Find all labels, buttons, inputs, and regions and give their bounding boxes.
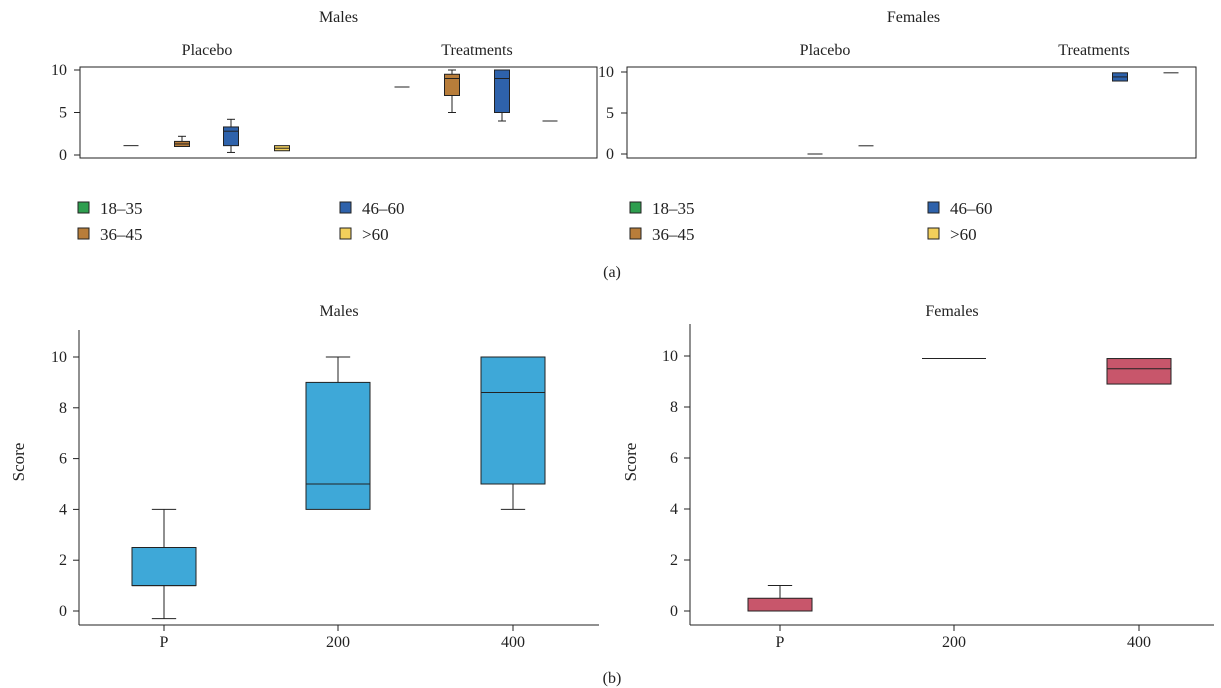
- y-tick-label-b-right-5: 10: [662, 348, 678, 365]
- panel-label-a: (a): [603, 264, 621, 281]
- box-b-left-0: [131, 547, 197, 587]
- x-tick-label-b-right-0: P: [776, 634, 785, 651]
- x-tick-label-b-right-2: 400: [1127, 634, 1151, 651]
- y-tick-label-b-right-2: 4: [670, 501, 678, 518]
- group-label-a-left-1: Treatments: [441, 42, 512, 59]
- y-tick-label-b-left-3: 6: [59, 451, 67, 468]
- y-tick-label-b-left-2: 4: [59, 501, 67, 518]
- y-tick-label-b-right-0: 0: [670, 603, 678, 620]
- x-tick-label-b-left-1: 200: [326, 634, 350, 651]
- legend-label-a-right-3: >60: [950, 225, 977, 244]
- box-b-right-2: [1106, 358, 1172, 385]
- panel-label-b: (b): [603, 670, 622, 687]
- box-a-left-5: [444, 73, 460, 96]
- y-tick-label-a-left-0: 0: [59, 147, 67, 164]
- chart-title-a-right: Females: [887, 9, 940, 26]
- legend-label-a-left-1: 46–60: [362, 199, 405, 218]
- chart-b-left: Males Score 0 2 4 6 8 10 P 200 400: [9, 303, 599, 651]
- legend-label-a-right-2: 36–45: [652, 225, 695, 244]
- group-label-a-left-0: Placebo: [182, 42, 233, 59]
- legend-swatch-a-left-1: [339, 201, 352, 214]
- x-tick-label-b-left-2: 400: [501, 634, 525, 651]
- group-label-a-right-0: Placebo: [800, 42, 851, 59]
- box-b-left-2: [480, 356, 546, 485]
- y-tick-label-a-right-0: 0: [606, 146, 614, 163]
- legend-swatch-a-right-1: [927, 201, 940, 214]
- box-b-right-0: [747, 597, 813, 612]
- box-a-left-6: [494, 69, 510, 113]
- legend-swatch-a-left-2: [77, 227, 90, 240]
- box-b-left-1: [305, 381, 371, 510]
- y-tick-label-a-right-1: 5: [606, 105, 614, 122]
- box-a-left-2: [223, 126, 239, 147]
- y-tick-label-b-left-0: 0: [59, 603, 67, 620]
- legend-swatch-a-right-0: [629, 201, 642, 214]
- y-tick-label-b-left-1: 2: [59, 552, 67, 569]
- plot-frame-a-left: [79, 66, 598, 159]
- chart-title-b-right: Females: [925, 303, 978, 320]
- chart-title-b-left: Males: [319, 303, 358, 320]
- legend-label-a-right-1: 46–60: [950, 199, 993, 218]
- chart-title-a-left: Males: [319, 9, 358, 26]
- y-tick-label-b-right-4: 8: [670, 399, 678, 416]
- y-tick-label-b-left-4: 8: [59, 400, 67, 417]
- y-tick-label-b-right-1: 2: [670, 552, 678, 569]
- y-tick-label-b-right-3: 6: [670, 450, 678, 467]
- plot-frame-a-right: [626, 66, 1197, 159]
- chart-a-right: Females Placebo Treatments 0 5 10 18–35 46–60 36…: [598, 9, 1197, 244]
- legend-label-a-left-2: 36–45: [100, 225, 143, 244]
- legend-label-a-left-0: 18–35: [100, 199, 143, 218]
- chart-b-right: Females Score 0 2 4 6 8 10 P 200 400: [621, 303, 1214, 651]
- legend-swatch-a-left-3: [339, 227, 352, 240]
- y-tick-label-a-left-2: 10: [51, 62, 67, 79]
- x-tick-label-b-left-0: P: [160, 634, 169, 651]
- legend-swatch-a-right-3: [927, 227, 940, 240]
- x-tick-label-b-right-1: 200: [942, 634, 966, 651]
- legend-label-a-right-0: 18–35: [652, 199, 695, 218]
- y-tick-label-b-left-5: 10: [51, 349, 67, 366]
- group-label-a-right-1: Treatments: [1058, 42, 1129, 59]
- y-axis-label-b-left: Score: [9, 443, 28, 482]
- y-tick-label-a-right-2: 10: [598, 64, 614, 81]
- y-tick-label-a-left-1: 5: [59, 105, 67, 122]
- legend-swatch-a-left-0: [77, 201, 90, 214]
- legend-label-a-left-3: >60: [362, 225, 389, 244]
- y-axis-label-b-right: Score: [621, 443, 640, 482]
- legend-swatch-a-right-2: [629, 227, 642, 240]
- chart-a-left: Males Placebo Treatments 0 5 10 18–35 46–60 36–4…: [51, 9, 598, 244]
